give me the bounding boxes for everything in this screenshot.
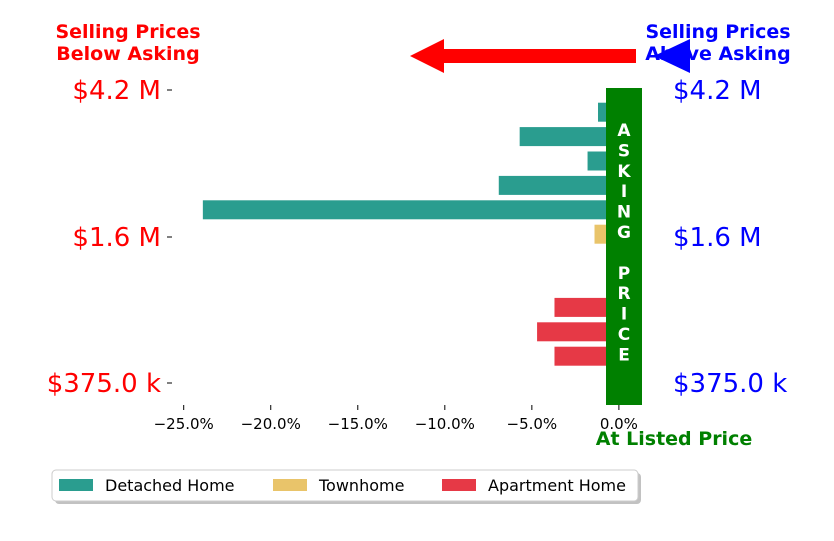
y-axis-left: $4.2 M $1.6 M $375.0 k <box>47 76 172 399</box>
below-asking-title-line1: Selling Prices <box>55 21 200 43</box>
bar-2 <box>519 127 619 147</box>
red-arrow-left-icon <box>410 39 636 73</box>
y-tick-label-left: $375.0 k <box>47 369 161 399</box>
asking-letter-8: P <box>618 264 630 284</box>
asking-letter-10: I <box>621 305 627 325</box>
x-tick-label: 0.0% <box>600 415 638 433</box>
x-tick-label: −5.0% <box>507 415 558 433</box>
asking-letter-3: K <box>617 162 631 182</box>
bar-9 <box>554 297 619 317</box>
x-tick-label: −20.0% <box>241 415 301 433</box>
y-axis-right: $4.2 M $1.6 M $375.0 k <box>673 76 787 399</box>
asking-letter-5: N <box>617 203 631 223</box>
legend-label: Detached Home <box>105 476 235 495</box>
x-tick-label: −25.0% <box>154 415 214 433</box>
asking-letter-11: C <box>618 325 630 345</box>
below-asking-title-line2: Below Asking <box>56 43 199 65</box>
x-tick-label: −15.0% <box>328 415 388 433</box>
y-tick-label-left: $1.6 M <box>72 223 161 253</box>
at-listed-price-label: At Listed Price <box>596 428 752 450</box>
legend-swatch <box>273 479 307 491</box>
y-tick-label-right: $1.6 M <box>673 223 762 253</box>
asking-letter-4: I <box>621 182 627 202</box>
asking-letter-12: E <box>618 345 630 365</box>
bars-layer <box>202 102 640 391</box>
legend-label: Apartment Home <box>488 476 626 495</box>
bar-10 <box>537 322 619 342</box>
bar-4 <box>498 175 619 195</box>
y-tick-label-right: $375.0 k <box>673 369 787 399</box>
x-axis: −25.0% −20.0% −15.0% −10.0% −5.0% 0.0% <box>154 405 638 433</box>
y-tick-label-right: $4.2 M <box>673 76 762 106</box>
legend-box <box>51 469 639 502</box>
asking-letter-2: S <box>618 141 630 161</box>
above-asking-title-line1: Selling Prices <box>645 21 790 43</box>
bar-5 <box>202 200 619 220</box>
legend-swatch <box>59 479 93 491</box>
legend: Detached Home Townhome Apartment Home <box>51 469 641 504</box>
y-tick-label-left: $4.2 M <box>72 76 161 106</box>
x-tick-label: −10.0% <box>415 415 475 433</box>
legend-label: Townhome <box>318 476 404 495</box>
asking-price-band <box>606 88 642 405</box>
asking-letter-1: A <box>617 121 631 141</box>
bar-11 <box>554 346 619 366</box>
legend-swatch <box>442 479 476 491</box>
asking-letter-9: R <box>617 284 630 304</box>
blue-arrow-left-icon <box>654 39 690 73</box>
asking-letter-6: G <box>617 223 631 243</box>
